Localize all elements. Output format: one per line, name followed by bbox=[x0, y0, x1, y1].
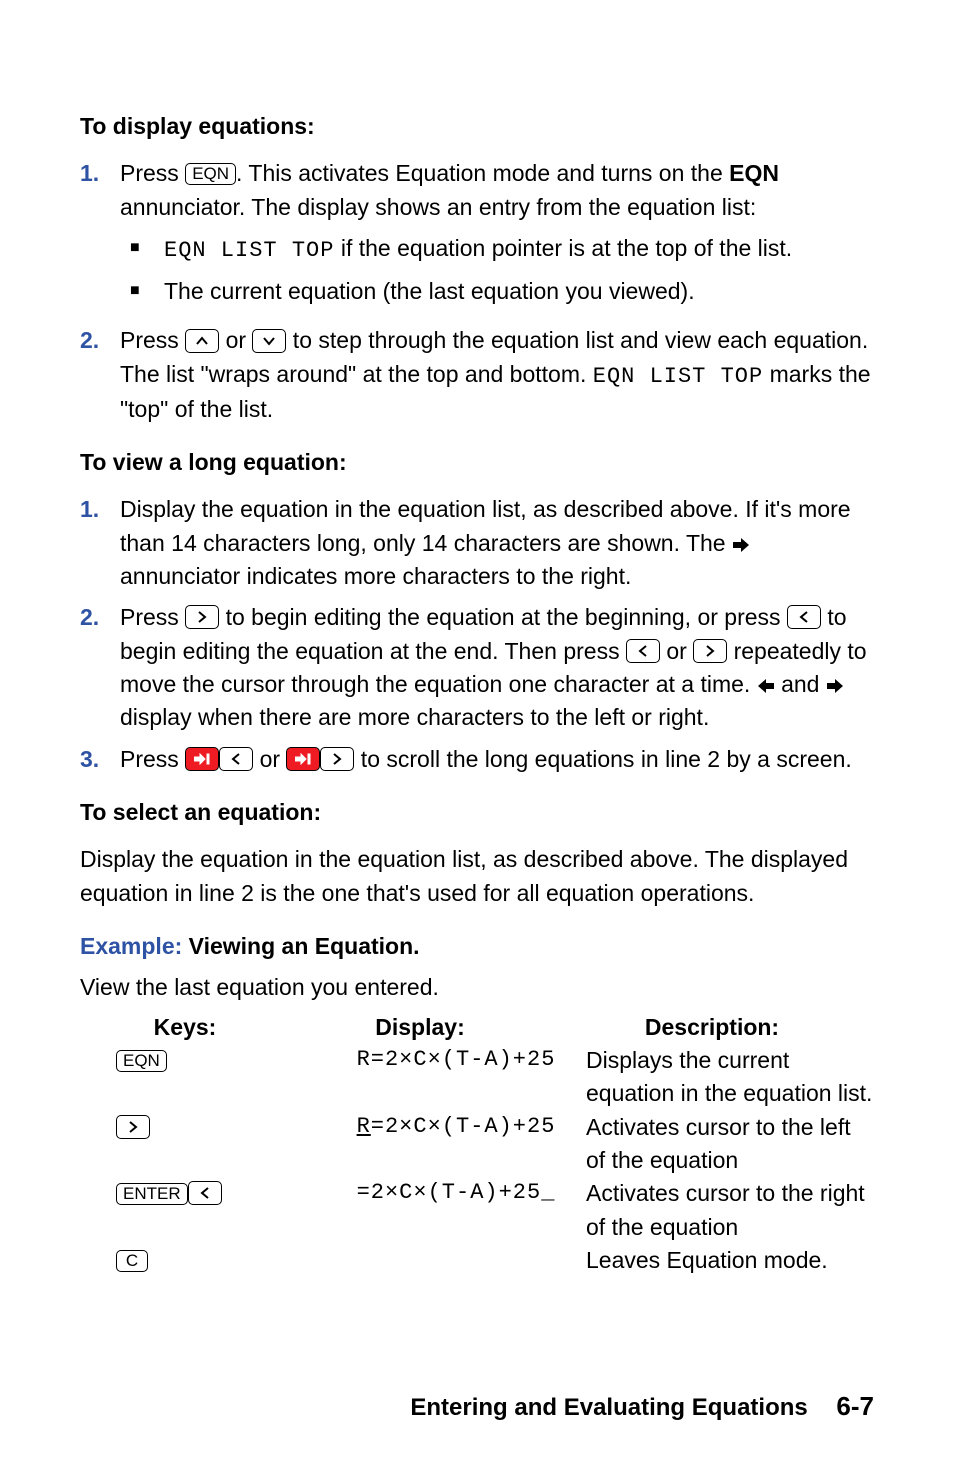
cell-keys: EQN bbox=[80, 1044, 326, 1111]
sec2-item2-b: to begin editing the equation at the beg… bbox=[219, 604, 787, 630]
key-enter: ENTER bbox=[116, 1183, 188, 1205]
num-1: 1. bbox=[80, 157, 120, 316]
table-row: EQN R=2×C×(T-A)+25 Displays the current … bbox=[80, 1044, 874, 1111]
example-lead: View the last equation you entered. bbox=[80, 971, 874, 1004]
sec2-item1-b: annunciator indicates more characters to… bbox=[120, 563, 631, 589]
sec1-item1: 1. Press EQN. This activates Equation mo… bbox=[80, 157, 874, 316]
example-title: Viewing an Equation. bbox=[182, 933, 419, 959]
num-2: 2. bbox=[80, 601, 120, 734]
sec1-bullet2-text: The current equation (the last equation … bbox=[164, 275, 695, 308]
arrow-right-icon bbox=[732, 537, 750, 553]
num-3: 3. bbox=[80, 743, 120, 776]
th-keys: Keys: bbox=[80, 1011, 290, 1044]
key-right-icon bbox=[320, 747, 354, 771]
table-row: ENTER =2×C×(T-A)+25_ Activates cursor to… bbox=[80, 1177, 874, 1244]
sec1-bullet1: ■ EQN LIST TOP if the equation pointer i… bbox=[130, 232, 874, 267]
sec2-item3-a: Press bbox=[120, 746, 185, 772]
sec1-item1-b: . This activates Equation mode and turns… bbox=[236, 160, 729, 186]
key-left-icon bbox=[188, 1181, 222, 1205]
sec2-head: To view a long equation: bbox=[80, 446, 874, 479]
sec2-item2-f: and bbox=[775, 671, 826, 697]
footer-title: Entering and Evaluating Equations bbox=[410, 1394, 807, 1421]
bullet-icon: ■ bbox=[130, 275, 164, 308]
cell-disp bbox=[326, 1244, 586, 1277]
sec1-bullet1-seg: EQN LIST TOP bbox=[164, 238, 334, 263]
sec1-bullet1-rest: if the equation pointer is at the top of… bbox=[334, 235, 792, 261]
key-eqn: EQN bbox=[185, 163, 236, 185]
table-row: R=2×C×(T-A)+25 Activates cursor to the l… bbox=[80, 1111, 874, 1178]
example-table: Keys: Display: Description: EQN R=2×C×(T… bbox=[80, 1011, 874, 1278]
num-1: 1. bbox=[80, 493, 120, 593]
sec2-item1: 1. Display the equation in the equation … bbox=[80, 493, 874, 593]
table-header: Keys: Display: Description: bbox=[80, 1011, 874, 1044]
key-right-icon bbox=[693, 639, 727, 663]
key-up-icon bbox=[185, 329, 219, 353]
key-c: C bbox=[116, 1250, 148, 1272]
page: To display equations: 1. Press EQN. This… bbox=[0, 0, 954, 1480]
sec1-item1-c: EQN bbox=[729, 160, 779, 186]
sec2-item2-d: or bbox=[660, 638, 693, 664]
key-right-icon bbox=[185, 605, 219, 629]
cell-disp: R=2×C×(T-A)+25 bbox=[326, 1111, 586, 1178]
cell-disp: R=2×C×(T-A)+25 bbox=[326, 1044, 586, 1111]
sec2-item3: 3. Press or to scroll the long equations… bbox=[80, 743, 874, 776]
cell-disp: =2×C×(T-A)+25_ bbox=[326, 1177, 586, 1244]
sec2-item2-a: Press bbox=[120, 604, 185, 630]
sec1-item2-a: Press bbox=[120, 327, 185, 353]
sec2-item2-g: display when there are more characters t… bbox=[120, 704, 709, 730]
th-desc: Description: bbox=[550, 1011, 874, 1044]
sec2-item3-b: or bbox=[253, 746, 286, 772]
cell-keys bbox=[80, 1111, 326, 1178]
num-2: 2. bbox=[80, 324, 120, 426]
cell-desc: Activates cursor to the left of the equa… bbox=[586, 1111, 874, 1178]
th-disp: Display: bbox=[290, 1011, 550, 1044]
sec2-item2: 2. Press to begin editing the equation a… bbox=[80, 601, 874, 734]
key-left-icon bbox=[787, 605, 821, 629]
key-left-icon bbox=[626, 639, 660, 663]
key-left-icon bbox=[219, 747, 253, 771]
key-down-icon bbox=[252, 329, 286, 353]
cell-desc: Activates cursor to the right of the equ… bbox=[586, 1177, 874, 1244]
key-shift-icon bbox=[286, 747, 320, 771]
table-row: C Leaves Equation mode. bbox=[80, 1244, 874, 1277]
sec1-item2-seg: EQN LIST TOP bbox=[593, 364, 763, 389]
key-eqn: EQN bbox=[116, 1050, 167, 1072]
sec1-item2: 2. Press or to step through the equation… bbox=[80, 324, 874, 426]
cell-keys: C bbox=[80, 1244, 326, 1277]
sec2-item3-c: to scroll the long equations in line 2 b… bbox=[354, 746, 851, 772]
sec1-item2-b: or bbox=[219, 327, 252, 353]
sec1-item1-a: Press bbox=[120, 160, 185, 186]
key-shift-icon bbox=[185, 747, 219, 771]
example-heading: Example: Viewing an Equation. bbox=[80, 930, 874, 963]
cell-keys: ENTER bbox=[80, 1177, 326, 1244]
footer-page: 6-7 bbox=[836, 1391, 874, 1421]
sec1-bullet2: ■ The current equation (the last equatio… bbox=[130, 275, 874, 308]
cell-desc: Leaves Equation mode. bbox=[586, 1244, 874, 1277]
cell-desc: Displays the current equation in the equ… bbox=[586, 1044, 874, 1111]
bullet-icon: ■ bbox=[130, 232, 164, 267]
example-label: Example: bbox=[80, 933, 182, 959]
sec3-head: To select an equation: bbox=[80, 796, 874, 829]
arrow-right-icon bbox=[826, 678, 844, 694]
sec3-body: Display the equation in the equation lis… bbox=[80, 843, 874, 910]
key-right-icon bbox=[116, 1115, 150, 1139]
arrow-left-icon bbox=[757, 678, 775, 694]
page-footer: Entering and Evaluating Equations 6-7 bbox=[410, 1388, 874, 1426]
sec1-head: To display equations: bbox=[80, 110, 874, 143]
sec1-item1-d: annunciator. The display shows an entry … bbox=[120, 194, 756, 220]
